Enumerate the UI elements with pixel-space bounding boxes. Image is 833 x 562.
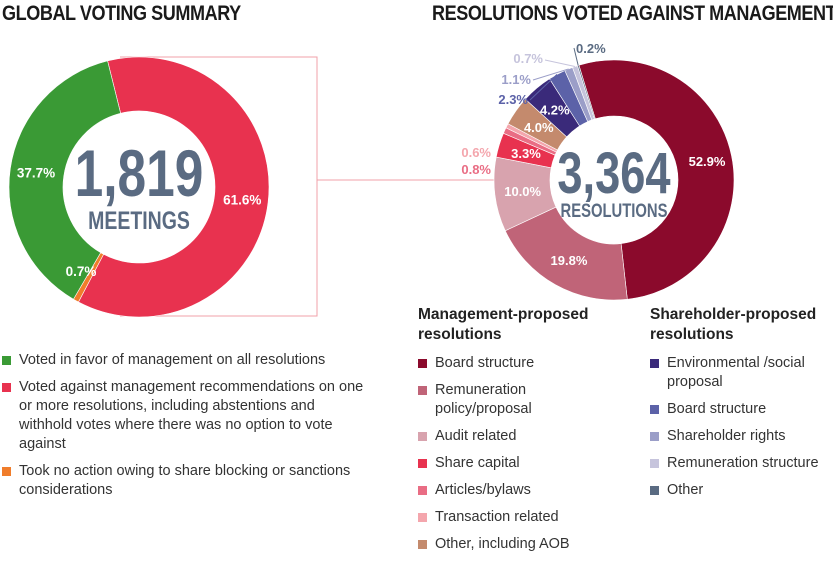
label-environmental-social-proposal: 4.2% xyxy=(540,103,570,118)
legend-swatch xyxy=(650,405,659,414)
legend-swatch xyxy=(650,359,659,368)
legend-item-articles-bylaws: Articles/bylaws xyxy=(418,481,628,500)
legend-label: Audit related xyxy=(435,428,517,444)
resolutions-against-heading: RESOLUTIONS VOTED AGAINST MANAGEMENT xyxy=(432,2,833,25)
legend-label: Voted against management recommendations… xyxy=(19,379,364,452)
leader-shareholder-rights xyxy=(532,68,569,81)
legend-swatch xyxy=(650,459,659,468)
left-legend: Voted in favor of management on all reso… xyxy=(2,351,372,508)
legend-label: Remuneration policy/proposal xyxy=(435,382,532,417)
legend-label: Transaction related xyxy=(435,509,559,525)
slice-voted-in-favor-of-management-on-all-resolutions xyxy=(8,60,121,300)
leader-other xyxy=(573,47,579,66)
label-other-including-aob: 4.0% xyxy=(524,120,554,135)
legend-swatch xyxy=(418,359,427,368)
label-audit-related: 10.0% xyxy=(504,184,541,199)
legend-item-shareholder-rights: Shareholder rights xyxy=(650,427,833,446)
legend-item-remuneration-policy: Remuneration policy/proposal xyxy=(418,381,628,419)
legend-label: Remuneration structure xyxy=(667,455,819,471)
legend-swatch xyxy=(418,540,427,549)
slice-remuneration-policy-proposal xyxy=(504,206,628,301)
legend-label: Environmental /social proposal xyxy=(667,355,805,390)
shareholder-legend: Shareholder-proposed resolutions Environ… xyxy=(650,305,833,508)
global-voting-summary-heading: GLOBAL VOTING SUMMARY xyxy=(2,2,241,25)
slice-voted-against-management-recommendations-on-one-or-more-resolutions xyxy=(78,56,270,318)
legend-item-voted-in-favor: Voted in favor of management on all reso… xyxy=(2,351,372,370)
legend-item-other-including-aob: Other, including AOB xyxy=(418,535,628,554)
shareholder-legend-title: Shareholder-proposed resolutions xyxy=(650,306,817,343)
label-shareholder-rights: 1.1% xyxy=(501,72,531,87)
legend-swatch xyxy=(418,486,427,495)
left-center-unit: MEETINGS xyxy=(88,207,190,235)
label-no-action: 0.7% xyxy=(66,264,97,279)
legend-label: Voted in favor of management on all reso… xyxy=(19,352,326,368)
label-shareholder-board-structure: 2.3% xyxy=(498,92,528,107)
label-remuneration-structure: 0.7% xyxy=(513,51,543,66)
leader-remuneration-structure xyxy=(544,59,576,68)
legend-swatch xyxy=(2,467,11,476)
left-donut-chart xyxy=(8,56,270,318)
legend-item-voted-against: Voted against management recommendations… xyxy=(2,378,372,454)
legend-swatch xyxy=(650,486,659,495)
connector-lines xyxy=(120,56,497,317)
legend-swatch xyxy=(418,432,427,441)
legend-label: Board structure xyxy=(435,355,535,371)
right-center-number: 3,364 xyxy=(557,142,670,207)
management-legend: Management-proposed resolutions Board st… xyxy=(418,305,628,562)
label-board-structure: 52.9% xyxy=(689,154,726,169)
legend-item-share-capital: Share capital xyxy=(418,454,628,473)
legend-label: Share capital xyxy=(435,455,520,471)
legend-label: Board structure xyxy=(667,401,767,417)
label-remuneration-policy-proposal: 19.8% xyxy=(551,253,588,268)
legend-item-other: Other xyxy=(650,481,833,500)
legend-item-environmental-social: Environmental /social proposal xyxy=(650,354,833,392)
legend-swatch xyxy=(418,513,427,522)
legend-swatch xyxy=(2,383,11,392)
legend-label: Articles/bylaws xyxy=(435,482,531,498)
legend-item-remuneration-structure: Remuneration structure xyxy=(650,454,833,473)
legend-item-transaction-related: Transaction related xyxy=(418,508,628,527)
slice-other xyxy=(577,64,596,120)
legend-item-shareholder-board-structure: Board structure xyxy=(650,400,833,419)
management-legend-title: Management-proposed resolutions xyxy=(418,306,589,343)
legend-swatch xyxy=(418,459,427,468)
leader-shareholder-board-structure xyxy=(529,74,558,101)
slice-board-structure xyxy=(578,59,735,300)
legend-item-no-action: Took no action owing to share blocking o… xyxy=(2,462,372,500)
label-voted-in-favor: 37.7% xyxy=(17,165,55,180)
left-center-number: 1,819 xyxy=(75,136,204,211)
label-articles-bylaws: 0.8% xyxy=(461,162,491,177)
legend-item-board-structure: Board structure xyxy=(418,354,628,373)
label-other: 0.2% xyxy=(576,41,606,56)
legend-label: Other xyxy=(667,482,704,498)
label-voted-against: 61.6% xyxy=(223,192,261,207)
legend-label: Took no action owing to share blocking o… xyxy=(19,463,351,498)
label-transaction-related: 0.6% xyxy=(461,145,491,160)
legend-swatch xyxy=(2,356,11,365)
legend-label: Other, including AOB xyxy=(435,536,570,552)
right-donut-chart xyxy=(493,59,735,301)
label-share-capital: 3.3% xyxy=(511,146,541,161)
legend-swatch xyxy=(418,386,427,395)
legend-label: Shareholder rights xyxy=(667,428,786,444)
legend-item-audit-related: Audit related xyxy=(418,427,628,446)
slice-labels: 61.6% 37.7% 0.7% 52.9% 19.8% 10.0% 3.3% 4.0% 4.2… xyxy=(17,41,726,279)
legend-swatch xyxy=(650,432,659,441)
right-center-unit: RESOLUTIONS xyxy=(561,200,668,221)
